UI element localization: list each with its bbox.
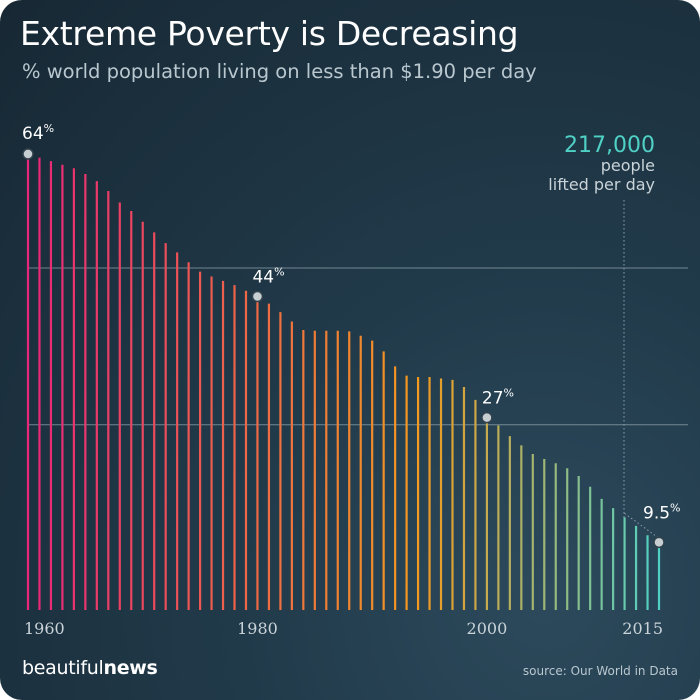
annotation-unit-1980: % xyxy=(274,266,284,279)
tick-label-2000: 2000 xyxy=(467,619,508,638)
bars xyxy=(26,154,661,610)
lifted-per-day-callout: 217,000 people lifted per day xyxy=(548,133,655,520)
annotation-unit-2000: % xyxy=(504,387,514,400)
chart-title: Extreme Poverty is Decreasing xyxy=(20,14,519,53)
annotation-dot-1980 xyxy=(251,290,264,303)
annotation-value-1960: 64 xyxy=(22,124,44,144)
brand-logo: beautifulnews xyxy=(22,657,158,679)
gridlines xyxy=(28,267,688,426)
value-annotations: 64%44%27%9.5% xyxy=(22,122,681,549)
tick-label-1980: 1980 xyxy=(237,619,278,638)
callout-line-2: lifted per day xyxy=(548,175,655,194)
chart-subtitle: % world population living on less than $… xyxy=(22,60,537,83)
annotation-value-1980: 44 xyxy=(252,268,274,288)
x-axis-ticks: 1960 1980 2000 2015 xyxy=(24,619,663,638)
trend-dotted-line xyxy=(624,512,660,539)
annotation-label-2000: 27% xyxy=(482,387,514,409)
source-note: source: Our World in Data xyxy=(522,664,678,678)
annotation-unit-2015: % xyxy=(670,501,680,514)
annotation-value-2000: 27 xyxy=(482,389,504,409)
annotation-label-1960: 64% xyxy=(22,122,54,144)
annotation-dot-2015 xyxy=(653,536,665,549)
annotation-dot-2000 xyxy=(481,411,493,424)
annotation-label-2015: 9.5% xyxy=(643,501,681,523)
brand-regular: beautiful xyxy=(22,657,104,679)
brand-bold: news xyxy=(103,657,158,679)
tick-label-1960: 1960 xyxy=(24,619,65,638)
annotation-unit-1960: % xyxy=(44,122,54,135)
callout-value: 217,000 xyxy=(564,133,655,158)
tick-label-2015: 2015 xyxy=(622,619,663,638)
annotation-label-1980: 44% xyxy=(252,266,284,288)
annotation-dot-1960 xyxy=(22,148,34,160)
callout-line-1: people xyxy=(601,156,655,175)
annotation-value-2015: 9.5 xyxy=(643,503,670,523)
